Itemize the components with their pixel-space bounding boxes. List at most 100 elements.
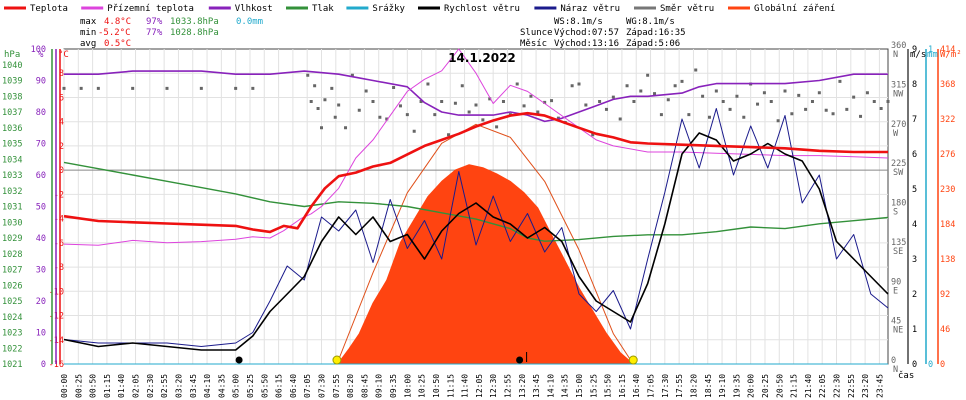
chart-title: 14.1.2022	[448, 51, 516, 65]
unit-wind: m/s	[910, 50, 926, 60]
humidity-tick-label: 80	[36, 108, 46, 118]
wind-dir-point	[604, 107, 608, 111]
pressure-tick-label: 1027	[2, 266, 22, 276]
radiation-tick-label: 46	[940, 325, 950, 335]
humidity-tick-label: 40	[36, 234, 46, 244]
wind-dir-point	[701, 94, 705, 98]
time-tick-label: 23:45	[875, 374, 884, 398]
temperature-tick-label: 8	[59, 69, 64, 79]
wind-dir-point	[687, 113, 691, 117]
time-tick-label: 03:45	[189, 374, 198, 398]
time-tick-label: 00:50	[89, 374, 98, 398]
pressure-tick-label: 1033	[2, 171, 22, 181]
wind-dir-point	[309, 100, 313, 103]
humidity-tick-label: 0	[41, 360, 46, 370]
wind-ws: WS:8.1m/s	[554, 17, 603, 27]
stat-max-rain: 0.0mm	[236, 17, 263, 27]
time-tick-label: 06:15	[275, 374, 284, 398]
pressure-tick-label: 1037	[2, 108, 22, 118]
time-tick-label: 05:50	[260, 374, 269, 398]
time-tick-label: 05:00	[232, 374, 241, 398]
radiation-area	[337, 164, 634, 365]
humidity-tick-label: 50	[36, 203, 46, 213]
temperature-tick-label: 6	[59, 93, 64, 103]
time-tick-label: 15:00	[575, 374, 584, 398]
wind-dir-point	[742, 115, 746, 119]
temperature-tick-label: -2	[54, 190, 64, 200]
humidity-tick-label: 10	[36, 329, 46, 339]
time-tick-label: 20:50	[775, 374, 784, 398]
radiation-tick-label: 0	[940, 360, 945, 370]
wind-dir-point	[320, 126, 323, 130]
wind-dir-point	[515, 82, 519, 86]
wind-dir-compass-label: SW	[893, 168, 904, 178]
legend-label: Teplota	[30, 4, 68, 14]
wind-dir-point	[440, 100, 444, 103]
time-tick-label: 02:05	[132, 374, 141, 398]
wind-dir-point	[762, 91, 766, 95]
radiation-tick-label: 276	[940, 150, 955, 160]
wind-dir-point	[694, 68, 698, 72]
time-tick-label: 00:00	[60, 374, 69, 398]
radiation-tick-label: 322	[940, 115, 955, 125]
wind-dir-tick-label: 0	[891, 356, 896, 366]
wind-dir-point	[598, 100, 602, 103]
sun-rise: Východ:07:57	[554, 28, 619, 38]
temperature-tick-label: 4	[59, 118, 64, 128]
wind-dir-point	[536, 110, 540, 114]
wind-dir-point	[234, 86, 238, 90]
wind-speed-line	[63, 132, 889, 351]
wind-dir-point	[316, 107, 320, 110]
time-tick-label: 07:30	[318, 374, 327, 398]
wind-dir-point	[405, 113, 409, 117]
chart-legend: Teplota Přízemní teplota Vlhkost Tlak Srážky…	[4, 4, 835, 14]
time-tick-label: 21:15	[790, 374, 799, 398]
wind-dir-point	[453, 101, 457, 105]
legend-label: Vlhkost	[235, 4, 273, 14]
time-tick-label: 20:25	[761, 374, 770, 398]
radiation-tick-label: 230	[940, 185, 955, 195]
time-tick-label: 06:40	[289, 374, 298, 398]
time-tick-label: 14:35	[561, 374, 570, 398]
wind-dir-point	[385, 117, 389, 121]
wind-dir-point	[865, 91, 869, 95]
wind-dir-compass-label: NW	[893, 89, 904, 99]
wind-dir-point	[673, 84, 677, 88]
wind-dir-point	[350, 73, 354, 77]
time-tick-label: 23:20	[861, 374, 870, 398]
wind-speed-tick-label: 7	[912, 115, 917, 125]
humidity-tick-label: 20	[36, 297, 46, 307]
wind-dir-point	[611, 95, 615, 99]
legend-label: Směr větru	[660, 4, 714, 14]
wind-dir-compass-label: W	[893, 129, 899, 139]
wind-dir-point	[447, 133, 451, 137]
pressure-tick-label: 1029	[2, 234, 22, 244]
chart-series	[62, 48, 890, 365]
pressure-tick-label: 1032	[2, 187, 22, 197]
wind-dir-point	[199, 86, 203, 90]
pressure-line	[63, 161, 889, 242]
wind-speed-tick-label: 5	[912, 185, 917, 195]
wind-dir-point	[488, 97, 492, 101]
wind-dir-point	[330, 86, 334, 90]
wind-dir-compass-label: S	[893, 208, 898, 218]
wind-dir-point	[653, 92, 657, 96]
time-tick-label: 07:05	[303, 374, 312, 398]
unit-temp: °C	[58, 50, 69, 60]
pressure-tick-label: 1038	[2, 92, 22, 102]
wind-dir-point	[804, 107, 808, 111]
time-tick-label: 22:55	[847, 374, 856, 398]
time-tick-label: 15:50	[604, 374, 613, 398]
radiation-tick-label: 184	[940, 220, 955, 230]
wind-dir-point	[756, 102, 760, 106]
wind-dir-point	[721, 100, 725, 103]
pressure-tick-label: 1021	[2, 360, 22, 370]
wind-dir-point	[584, 103, 588, 107]
chart-axes: 00:00 00:25 00:50 01:15 01:40 02:05 02:30 02:55…	[2, 41, 955, 398]
wind-dir-point	[522, 104, 526, 108]
stat-avg-label: avg	[80, 39, 96, 49]
chart-info: max 4.8°C 97% 1033.8hPa 0.0mm min -5.2°C…	[4, 17, 962, 381]
wind-dir-point	[838, 79, 842, 83]
time-tick-label: 17:05	[647, 374, 656, 398]
wind-dir-point	[165, 86, 169, 90]
